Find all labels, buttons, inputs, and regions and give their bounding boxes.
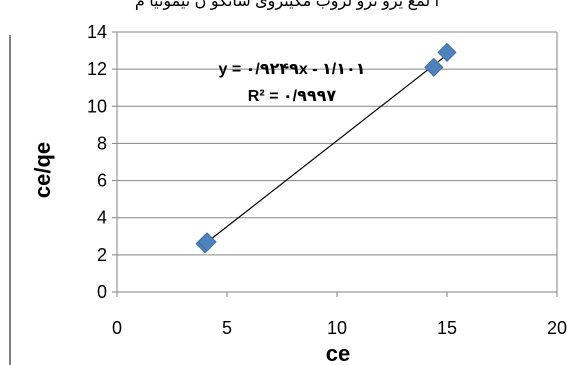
- trendline: [204, 54, 448, 245]
- data-point-3: [437, 42, 457, 62]
- grid-lines: [117, 31, 558, 292]
- x-tick-label-4: 20: [547, 318, 567, 338]
- y-tick-label-5: 10: [87, 96, 107, 116]
- data-point-1: [197, 232, 217, 252]
- axes: [112, 31, 558, 297]
- y-tick-label-1: 2: [97, 245, 107, 265]
- chart-title-fragment: ا لمع یزو نرو لزوب مکیتروی شانکو ن تیمون…: [134, 0, 440, 10]
- tick-labels: 0 2 4 6 8 10 12 14 0 5 10 15 20: [87, 22, 567, 338]
- x-tick-label-3: 15: [437, 318, 457, 338]
- x-axis-label: ce: [326, 341, 350, 365]
- x-tick-label-0: 0: [112, 318, 122, 338]
- x-tick-label-2: 10: [327, 318, 347, 338]
- y-axis-label: ce/qe: [30, 142, 55, 198]
- data-markers: [195, 42, 457, 254]
- y-tick-label-7: 14: [87, 22, 107, 42]
- trendline-layer: [204, 54, 448, 245]
- data-point-2: [424, 57, 444, 77]
- y-tick-label-3: 6: [97, 171, 107, 191]
- x-tick-label-1: 5: [222, 318, 232, 338]
- y-tick-label-4: 8: [97, 133, 107, 153]
- r-squared-label: R² = ۰/۹۹۹۷: [248, 88, 337, 105]
- y-tick-label-6: 12: [87, 59, 107, 79]
- equation-label: y = ۰/۹۲۴۹x - ۱/۱۰۱: [218, 61, 365, 78]
- y-tick-label-2: 4: [97, 208, 107, 228]
- y-tick-label-0: 0: [97, 282, 107, 302]
